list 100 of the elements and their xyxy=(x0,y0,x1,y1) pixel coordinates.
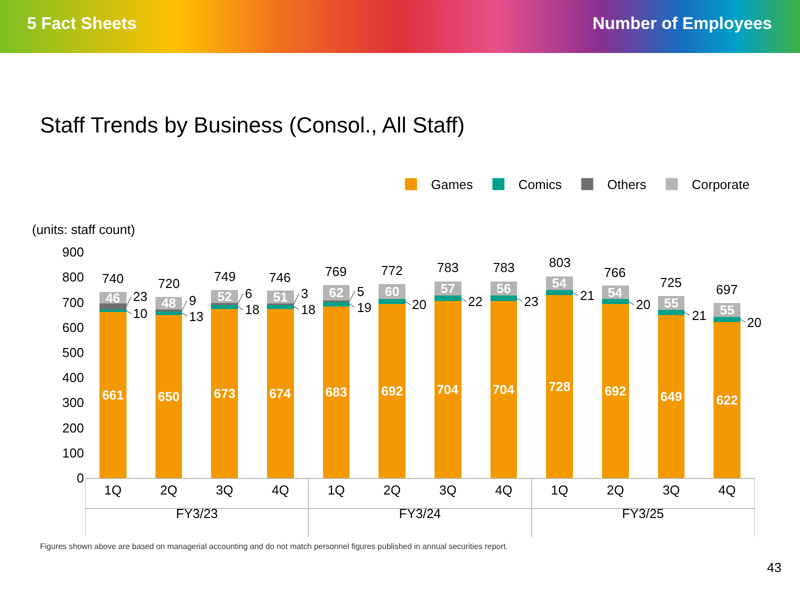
data-label: 23 xyxy=(524,294,538,309)
legend-label: Games xyxy=(431,177,474,192)
x-tick-label: 3Q xyxy=(439,482,457,498)
bar xyxy=(378,299,406,304)
x-tick-label: 1Q xyxy=(328,482,345,498)
data-label: 22 xyxy=(468,294,482,309)
legend-label: Others xyxy=(607,177,647,192)
data-label: 20 xyxy=(747,315,762,330)
text: FY3/24 xyxy=(399,506,441,521)
bar xyxy=(155,314,182,478)
data-label: 60 xyxy=(384,284,400,300)
x-tick-label: 2Q xyxy=(160,482,178,498)
x-tick-label: 4Q xyxy=(718,482,736,498)
data-label: 704 xyxy=(436,382,460,398)
y-axis-title: (units: staff count) xyxy=(32,222,136,237)
data-label: 20 xyxy=(636,297,650,312)
data-label: 649 xyxy=(660,389,682,404)
bar xyxy=(602,304,629,478)
text: 5 Fact Sheets xyxy=(27,14,137,34)
text: 43 xyxy=(767,560,782,575)
bar xyxy=(658,310,685,316)
chart-title: Staff Trends by Business (Consol., All Staff) xyxy=(40,112,465,138)
data-label: 650 xyxy=(158,388,180,404)
data-label: 683 xyxy=(325,384,348,400)
text: FY3/23 xyxy=(176,506,218,521)
x-tick-label: 4Q xyxy=(272,482,290,498)
data-label: 728 xyxy=(548,379,570,394)
data-label: 18 xyxy=(245,302,260,317)
data-label: 661 xyxy=(102,388,124,403)
total-label: 769 xyxy=(325,264,347,279)
bar xyxy=(434,301,462,478)
total-label: 746 xyxy=(269,270,291,285)
data-label: 46 xyxy=(106,290,120,306)
data-label: 674 xyxy=(269,386,292,401)
y-tick-label: 700 xyxy=(62,294,84,310)
y-tick-label: 100 xyxy=(62,445,84,460)
bar xyxy=(434,296,462,302)
bar xyxy=(602,299,629,304)
data-label: 10 xyxy=(133,306,148,321)
bar xyxy=(211,309,238,478)
data-label: 6 xyxy=(245,286,252,301)
total-label: 783 xyxy=(437,260,459,275)
y-tick-label: 400 xyxy=(62,370,84,386)
legend-label: Corporate xyxy=(692,177,750,192)
bar xyxy=(378,304,406,478)
bar xyxy=(658,315,685,478)
data-label: 5 xyxy=(357,284,364,299)
text: Figures shown above are based on managerial accounting and do not match personnel figures published in annual securities report. xyxy=(40,542,508,551)
data-label: 692 xyxy=(381,384,403,399)
data-label: 23 xyxy=(133,289,148,304)
data-label: 51 xyxy=(273,290,288,305)
data-label: 9 xyxy=(189,293,196,308)
y-tick-label: 0 xyxy=(76,470,84,486)
y-tick-label: 300 xyxy=(62,395,84,410)
data-label: 704 xyxy=(492,382,515,398)
total-label: 772 xyxy=(381,263,403,278)
y-tick-label: 500 xyxy=(62,344,84,360)
data-label: 52 xyxy=(217,288,232,304)
bar xyxy=(322,302,350,306)
data-label: 13 xyxy=(189,309,204,324)
data-label: 54 xyxy=(608,284,624,300)
bar xyxy=(267,308,294,478)
data-label: 692 xyxy=(604,384,626,399)
data-label: 673 xyxy=(214,386,236,401)
bar xyxy=(490,295,518,302)
bar xyxy=(714,322,740,478)
total-label: 697 xyxy=(716,282,738,297)
bar xyxy=(490,301,518,478)
total-label: 803 xyxy=(549,255,571,270)
x-tick-label: 2Q xyxy=(606,482,624,498)
y-tick-label: 600 xyxy=(62,320,84,335)
data-label: 3 xyxy=(301,286,308,301)
data-label: 56 xyxy=(496,280,511,296)
data-label: 57 xyxy=(440,281,456,296)
x-tick-label: 1Q xyxy=(104,482,122,498)
data-label: 19 xyxy=(357,300,372,315)
total-label: 749 xyxy=(214,269,236,284)
total-label: 740 xyxy=(102,271,124,286)
text: Number of Employees xyxy=(592,14,772,34)
legend-label: Comics xyxy=(518,177,562,192)
data-label: 55 xyxy=(664,295,678,310)
bar xyxy=(100,312,126,478)
bar xyxy=(546,290,573,296)
data-label: 48 xyxy=(162,296,176,311)
x-tick-label: 4Q xyxy=(495,482,512,498)
y-tick-label: 200 xyxy=(62,420,84,436)
x-tick-label: 3Q xyxy=(216,482,234,498)
data-label: 55 xyxy=(720,302,734,318)
data-label: 62 xyxy=(329,285,344,300)
data-label: 54 xyxy=(552,276,568,291)
total-label: 720 xyxy=(158,276,180,291)
total-label: 725 xyxy=(660,275,682,290)
x-tick-label: 1Q xyxy=(550,482,568,498)
bar xyxy=(714,316,740,322)
bar xyxy=(155,312,182,315)
data-label: 18 xyxy=(301,302,316,317)
text: FY3/25 xyxy=(622,506,664,521)
x-tick-label: 3Q xyxy=(662,482,680,498)
data-label: 622 xyxy=(716,392,738,408)
data-label: 21 xyxy=(692,308,706,323)
